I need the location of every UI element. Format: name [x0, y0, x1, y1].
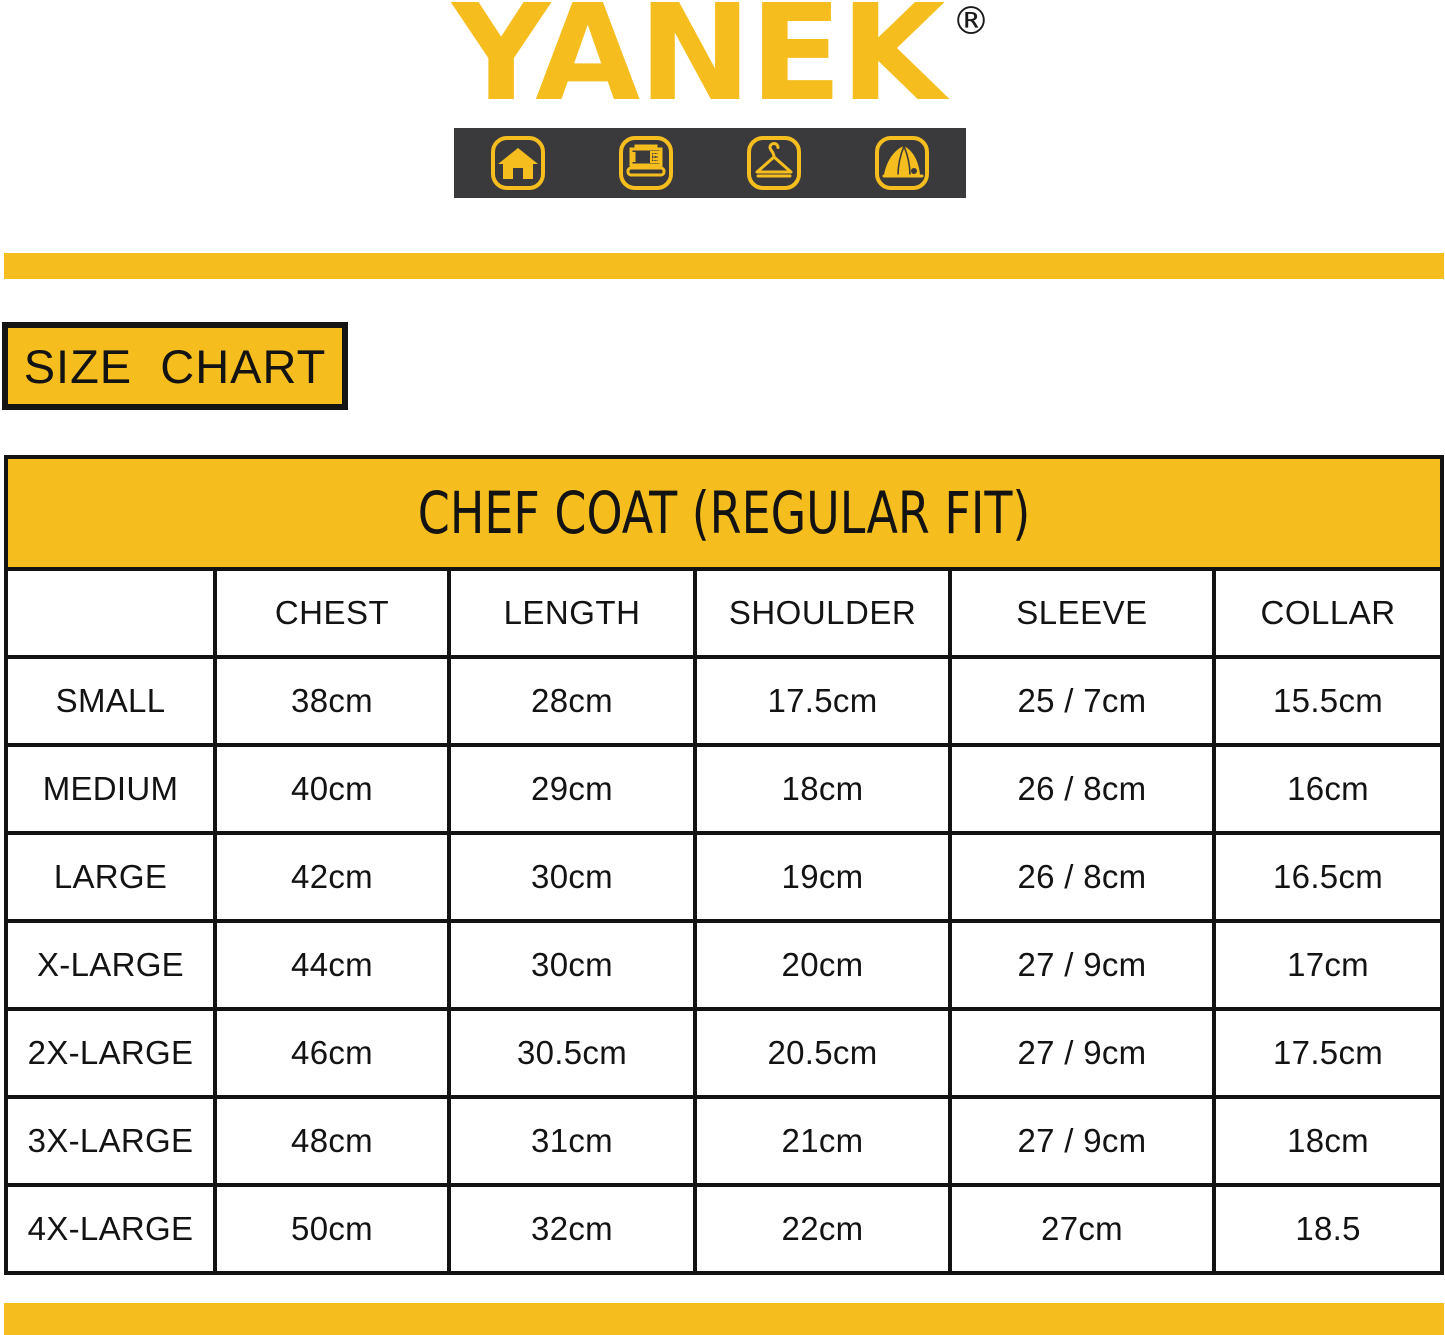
cell-collar: 16.5cm — [1211, 831, 1445, 923]
cell-length: 30cm — [447, 919, 697, 1011]
table-row: X-LARGE 44cm 30cm 20cm 27 / 9cm 17cm — [4, 919, 1445, 1011]
clothes-hanger-icon — [746, 135, 802, 191]
cell-collar: 16cm — [1211, 743, 1445, 835]
column-header-chest: CHEST — [213, 567, 451, 659]
cell-size: 2X-LARGE — [4, 1007, 217, 1099]
cell-length: 29cm — [447, 743, 697, 835]
cell-chest: 44cm — [213, 919, 451, 1011]
cell-size: 3X-LARGE — [4, 1095, 217, 1187]
cell-length: 30.5cm — [447, 1007, 697, 1099]
cell-length: 30cm — [447, 831, 697, 923]
cell-sleeve: 26 / 8cm — [948, 743, 1216, 835]
table-row: 2X-LARGE 46cm 30.5cm 20.5cm 27 / 9cm 17.… — [4, 1007, 1445, 1099]
cell-shoulder: 20cm — [693, 919, 952, 1011]
cell-size: MEDIUM — [4, 743, 217, 835]
table-body: SMALL 38cm 28cm 17.5cm 25 / 7cm 15.5cm M… — [4, 655, 1445, 1275]
sewing-machine-icon — [618, 135, 674, 191]
cell-collar: 15.5cm — [1211, 655, 1445, 747]
cell-sleeve: 27 / 9cm — [948, 1007, 1216, 1099]
cell-shoulder: 22cm — [693, 1183, 952, 1275]
column-header-shoulder: SHOULDER — [693, 567, 952, 659]
table-row: 4X-LARGE 50cm 32cm 22cm 27cm 18.5 — [4, 1183, 1445, 1275]
table-title: CHEF COAT (REGULAR FIT) — [3, 455, 1445, 571]
size-chart-badge-label: SIZE CHART — [23, 339, 327, 393]
cell-chest: 42cm — [213, 831, 451, 923]
cell-shoulder: 20.5cm — [693, 1007, 952, 1099]
column-header-size — [4, 567, 217, 659]
cell-sleeve: 27cm — [948, 1183, 1216, 1275]
cell-shoulder: 18cm — [693, 743, 952, 835]
table-title-row: CHEF COAT (REGULAR FIT) — [3, 455, 1445, 571]
table-title-text: CHEF COAT (REGULAR FIT) — [417, 479, 1031, 547]
table-row: 3X-LARGE 48cm 31cm 21cm 27 / 9cm 18cm — [4, 1095, 1445, 1187]
cell-size: LARGE — [4, 831, 217, 923]
cell-sleeve: 27 / 9cm — [948, 919, 1216, 1011]
registered-trademark-icon: ® — [952, 0, 990, 43]
size-chart-table: CHEF COAT (REGULAR FIT) CHEST LENGTH SHO… — [3, 455, 1445, 1275]
cell-chest: 40cm — [213, 743, 451, 835]
brand-icon-bar — [454, 128, 966, 198]
cell-collar: 18cm — [1211, 1095, 1445, 1187]
cell-shoulder: 17.5cm — [693, 655, 952, 747]
cell-sleeve: 26 / 8cm — [948, 831, 1216, 923]
cell-collar: 17cm — [1211, 919, 1445, 1011]
cell-chest: 46cm — [213, 1007, 451, 1099]
house-icon — [490, 135, 546, 191]
cell-chest: 50cm — [213, 1183, 451, 1275]
cell-sleeve: 25 / 7cm — [948, 655, 1216, 747]
cell-sleeve: 27 / 9cm — [948, 1095, 1216, 1187]
column-header-length: LENGTH — [447, 567, 697, 659]
column-header-collar: COLLAR — [1211, 567, 1445, 659]
bottom-divider-bar — [4, 1303, 1444, 1335]
cell-size: X-LARGE — [4, 919, 217, 1011]
cell-size: 4X-LARGE — [4, 1183, 217, 1275]
tent-icon — [874, 135, 930, 191]
brand-logo: YANEK ® — [452, 0, 997, 205]
top-divider-bar — [4, 253, 1444, 279]
cell-shoulder: 19cm — [693, 831, 952, 923]
cell-length: 28cm — [447, 655, 697, 747]
cell-length: 31cm — [447, 1095, 697, 1187]
cell-chest: 38cm — [213, 655, 451, 747]
brand-wordmark: YANEK — [452, 0, 945, 131]
cell-length: 32cm — [447, 1183, 697, 1275]
size-chart-badge: SIZE CHART — [2, 322, 348, 410]
cell-size: SMALL — [4, 655, 217, 747]
table-head: CHEF COAT (REGULAR FIT) CHEST LENGTH SHO… — [3, 455, 1445, 659]
table-row: SMALL 38cm 28cm 17.5cm 25 / 7cm 15.5cm — [4, 655, 1445, 747]
cell-collar: 18.5 — [1211, 1183, 1445, 1275]
column-header-sleeve: SLEEVE — [948, 567, 1216, 659]
table-header-row: CHEST LENGTH SHOULDER SLEEVE COLLAR — [4, 567, 1445, 659]
cell-shoulder: 21cm — [693, 1095, 952, 1187]
table-row: LARGE 42cm 30cm 19cm 26 / 8cm 16.5cm — [4, 831, 1445, 923]
table-row: MEDIUM 40cm 29cm 18cm 26 / 8cm 16cm — [4, 743, 1445, 835]
cell-chest: 48cm — [213, 1095, 451, 1187]
cell-collar: 17.5cm — [1211, 1007, 1445, 1099]
